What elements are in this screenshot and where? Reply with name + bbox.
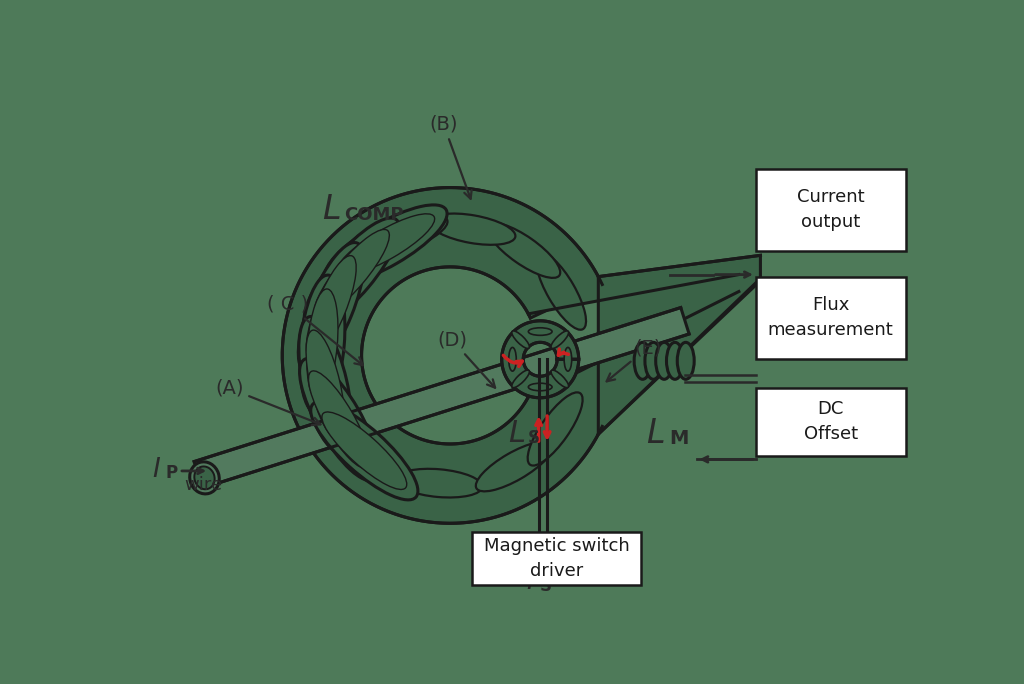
Text: P: P [166,464,178,482]
Text: ( C ): ( C ) [267,295,362,365]
Ellipse shape [667,342,683,380]
Text: (B): (B) [429,115,472,199]
Text: (E): (E) [606,338,662,382]
Text: S: S [541,577,552,594]
Ellipse shape [512,370,529,388]
Bar [756,169,905,250]
Ellipse shape [298,243,365,372]
Ellipse shape [317,246,373,319]
Ellipse shape [299,317,351,452]
Text: Current
output: Current output [797,188,864,231]
Ellipse shape [307,289,338,399]
Text: $I$: $I$ [153,457,161,482]
Bar [756,388,905,456]
Ellipse shape [527,393,583,466]
Polygon shape [598,255,761,434]
Text: COMP: COMP [345,205,404,224]
Ellipse shape [300,275,345,413]
Text: DC
Offset: DC Offset [804,400,858,443]
Ellipse shape [655,342,673,380]
Ellipse shape [195,466,215,489]
Ellipse shape [322,412,407,490]
Ellipse shape [314,229,389,317]
Ellipse shape [551,331,568,348]
Text: Flux
measurement: Flux measurement [768,296,894,339]
Ellipse shape [645,342,662,380]
Text: $L$: $L$ [646,417,665,449]
Ellipse shape [304,218,399,328]
Ellipse shape [528,328,552,335]
Ellipse shape [365,215,447,254]
Text: (D): (D) [437,330,495,388]
Ellipse shape [395,469,482,497]
Text: S: S [528,429,540,447]
Polygon shape [502,321,579,398]
Text: $I$: $I$ [526,568,536,594]
Ellipse shape [337,214,434,275]
Ellipse shape [306,256,356,359]
Ellipse shape [310,402,418,500]
Polygon shape [528,255,761,434]
Ellipse shape [476,442,553,491]
Text: wire: wire [184,476,222,494]
Text: Magnetic switch
driver: Magnetic switch driver [484,537,630,580]
Text: $L$: $L$ [508,418,525,449]
Bar [472,532,641,585]
Ellipse shape [528,383,552,391]
Text: $L$: $L$ [322,194,340,226]
Ellipse shape [564,347,571,371]
Text: (A): (A) [215,379,321,425]
Ellipse shape [677,342,694,380]
Ellipse shape [537,253,586,330]
Ellipse shape [551,370,568,388]
Ellipse shape [327,414,392,478]
Ellipse shape [189,462,219,494]
Ellipse shape [300,358,379,481]
Bar [756,277,905,358]
Polygon shape [283,187,602,523]
Ellipse shape [308,371,370,468]
Ellipse shape [487,223,560,278]
Ellipse shape [325,205,447,284]
Polygon shape [195,308,689,488]
Ellipse shape [509,347,516,371]
Ellipse shape [429,213,515,245]
Text: M: M [670,429,689,448]
Ellipse shape [308,323,337,410]
Ellipse shape [634,342,651,380]
Ellipse shape [306,330,344,438]
Ellipse shape [512,331,529,348]
